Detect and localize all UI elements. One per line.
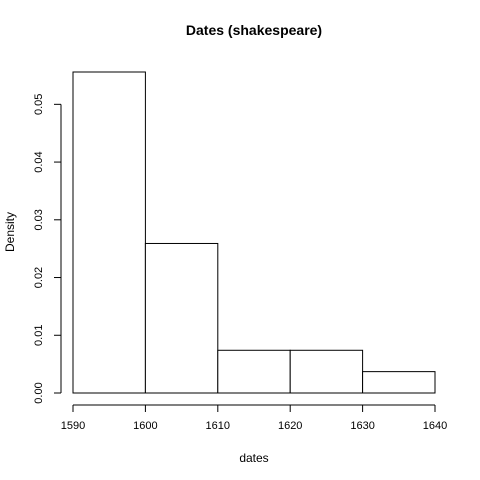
y-tick-label-5: 0.05: [33, 94, 45, 115]
y-tick-label-3: 0.03: [33, 209, 45, 230]
histogram-bar-1600-1610: [144, 242, 219, 394]
x-tick-label-1640: 1640: [423, 420, 447, 432]
x-axis: 1590 1600 1610 1620 1630 1640: [61, 404, 447, 432]
histogram-bar-1590-1600: [72, 71, 146, 394]
y-axis: 0.00 0.01 0.02 0.03 0.04 0.05: [33, 94, 62, 404]
histogram-bar-1610-1620: [217, 349, 291, 394]
histogram-bar-1630-1640: [362, 371, 436, 394]
x-tick-label-1590: 1590: [61, 420, 85, 432]
x-axis-label: dates: [239, 451, 268, 465]
bars-group: [72, 71, 436, 394]
x-tick-label-1630: 1630: [350, 420, 374, 432]
y-tick-label-2: 0.02: [33, 267, 45, 288]
histogram-bar-1620-1630: [289, 349, 364, 394]
y-tick-label-0: 0.00: [33, 382, 45, 403]
chart-title: Dates (shakespeare): [186, 22, 322, 38]
y-tick-label-1: 0.01: [33, 325, 45, 346]
y-axis-label: Density: [3, 212, 17, 252]
y-tick-label-4: 0.04: [33, 151, 45, 172]
x-tick-label-1600: 1600: [133, 420, 157, 432]
x-tick-label-1620: 1620: [278, 420, 302, 432]
x-tick-label-1610: 1610: [206, 420, 230, 432]
